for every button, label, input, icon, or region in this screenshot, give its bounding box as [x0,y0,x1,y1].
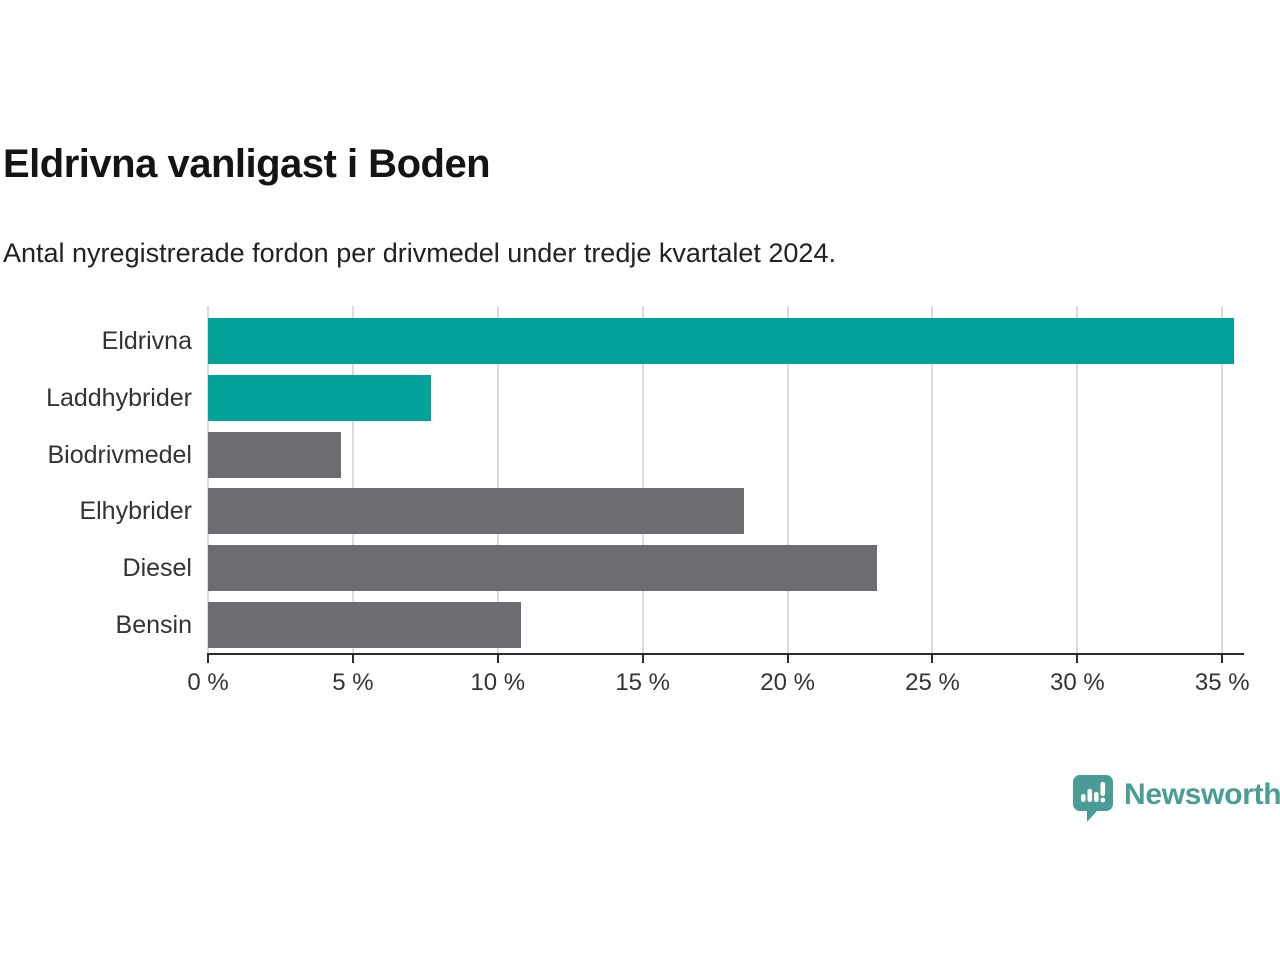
x-tick-label-25: 25 % [905,669,960,696]
x-tick-label-15: 15 % [615,669,671,696]
gridline-5 [351,306,354,653]
category-label-elhybrider: Elhybrider [79,497,192,526]
bar-eldrivna [208,318,1234,364]
category-axis: Eldrivna Laddhybrider Biodrivmedel Elhybrid… [0,306,192,653]
bar-biodrivmedel [208,431,342,478]
bar-laddhybrider [208,374,432,421]
x-tick-15 [641,653,644,663]
x-tick-25 [931,653,934,663]
newsworthy-speech-bubble-bar-chart-icon [1073,775,1113,822]
category-label-bensin: Bensin [115,611,192,639]
x-tick-30 [1076,653,1079,663]
category-label-laddhybrider: Laddhybrider [46,383,192,412]
bar-bensin [208,602,521,648]
x-tick-label-20: 20 % [760,669,815,696]
gridline-0 [207,306,209,653]
bar-elhybrider [208,488,745,535]
bar-diesel [208,545,878,592]
plot-area: 0 % 5 % 10 % 15 % 20 % 25 % 30 % 35 % [187,306,1250,696]
category-label-eldrivna: Eldrivna [101,327,192,355]
chart-title: Eldrivna vanligast i Boden [3,142,491,186]
category-label-biodrivmedel: Biodrivmedel [47,440,192,469]
gridline-35 [1221,306,1224,653]
newsworthy-logo: Newsworthy [1072,774,1280,824]
gridline-25 [931,306,934,653]
category-label-diesel: Diesel [122,554,192,583]
x-tick-label-35: 35 % [1194,669,1250,696]
brand-name: Newsworthy [1124,778,1280,811]
x-tick-20 [786,653,789,663]
x-tick-label-5: 5 % [332,669,374,696]
x-tick-10 [496,653,499,663]
x-tick-label-10: 10 % [470,669,526,696]
x-tick-35 [1221,653,1224,663]
gridline-30 [1076,306,1079,653]
x-tick-5 [351,653,354,663]
gridline-20 [786,306,789,653]
gridline-15 [641,306,644,653]
x-tick-label-30: 30 % [1050,669,1105,696]
chart-subtitle: Antal nyregistrerade fordon per drivmede… [3,238,836,268]
x-tick-label-0: 0 % [187,669,229,696]
gridline-10 [496,306,499,653]
x-tick-0 [207,653,209,663]
